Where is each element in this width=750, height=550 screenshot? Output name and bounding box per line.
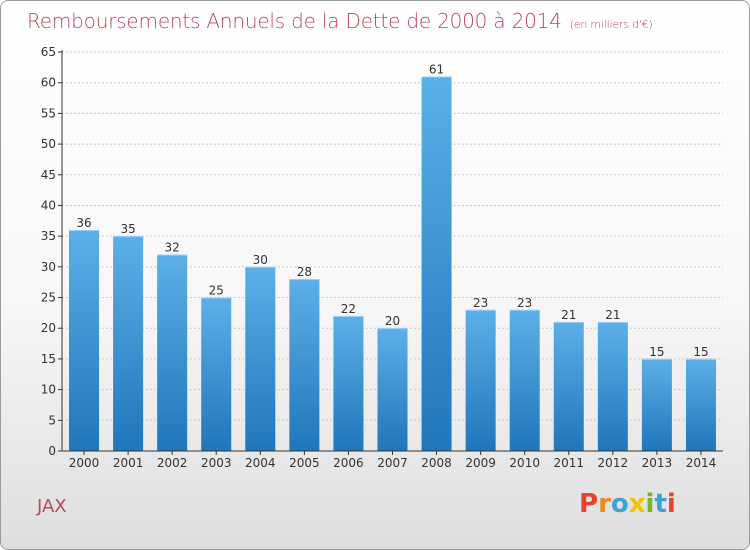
bar [289, 279, 320, 451]
y-tick-label: 65 [41, 45, 56, 59]
logo-letter: i [666, 489, 676, 519]
logo-letter: x [628, 489, 646, 519]
bars [69, 76, 716, 452]
y-tick-label: 5 [48, 413, 56, 427]
x-tick-label: 2002 [157, 456, 188, 470]
bar [685, 358, 716, 451]
x-tick-label: 2003 [201, 456, 232, 470]
data-label: 15 [693, 345, 708, 359]
logo-letter: t [654, 489, 667, 519]
data-label: 32 [165, 241, 180, 255]
y-tick-label: 0 [48, 444, 56, 458]
axes [58, 50, 723, 455]
bar [113, 236, 144, 451]
bar [509, 309, 540, 451]
x-tick-label: 2007 [377, 456, 408, 470]
bar [597, 322, 628, 451]
bar [553, 322, 584, 451]
x-tick-label: 2001 [113, 456, 144, 470]
y-tick-label: 60 [41, 76, 56, 90]
chart-title: Remboursements Annuels de la Dette de 20… [27, 9, 653, 33]
y-tick-label: 30 [41, 260, 56, 274]
bar [201, 297, 232, 451]
data-label: 15 [649, 345, 664, 359]
title-text: Remboursements Annuels de la Dette de 20… [27, 9, 562, 33]
x-tick-label: 2004 [245, 456, 276, 470]
proxiti-logo: Proxiti [579, 489, 676, 519]
y-tick-label: 40 [41, 198, 56, 212]
y-tick-label: 25 [41, 291, 56, 305]
bar [641, 358, 672, 451]
bar [69, 230, 100, 451]
data-label: 28 [297, 265, 312, 279]
data-label: 25 [209, 284, 224, 298]
y-tick-label: 15 [41, 352, 56, 366]
x-tick-label: 2000 [69, 456, 100, 470]
data-label: 36 [76, 216, 91, 230]
labels: 0 5 10 15 20 25 30 35 40 45 50 55 60 65 36 2000 35 2001 32… [41, 45, 717, 470]
x-tick-label: 2006 [333, 456, 364, 470]
x-tick-label: 2009 [465, 456, 496, 470]
data-label: 21 [561, 308, 576, 322]
chart-subtitle: (en milliers d'€) [569, 18, 653, 31]
x-tick-label: 2008 [421, 456, 452, 470]
data-label: 21 [605, 308, 620, 322]
data-label: 20 [385, 314, 400, 328]
data-label: 22 [341, 302, 356, 316]
bar [421, 76, 452, 452]
y-tick-label: 20 [41, 321, 56, 335]
y-tick-label: 35 [41, 229, 56, 243]
data-label: 23 [517, 296, 532, 310]
x-tick-label: 2012 [598, 456, 629, 470]
logo-letter: i [645, 489, 655, 519]
bar [245, 266, 276, 451]
logo-letter: o [610, 489, 629, 519]
x-tick-label: 2005 [289, 456, 320, 470]
bar [465, 309, 496, 451]
data-label: 35 [120, 222, 135, 236]
x-tick-label: 2013 [642, 456, 673, 470]
data-label: 61 [429, 63, 444, 77]
x-tick-label: 2014 [686, 456, 717, 470]
y-tick-label: 55 [41, 106, 56, 120]
bar [157, 254, 188, 451]
y-tick-label: 50 [41, 137, 56, 151]
logo-letter: r [598, 489, 611, 519]
bar [333, 315, 364, 451]
data-label: 23 [473, 296, 488, 310]
data-label: 30 [253, 253, 268, 267]
bar [377, 328, 408, 451]
logo-letter: P [579, 489, 599, 519]
x-tick-label: 2010 [509, 456, 540, 470]
y-tick-label: 10 [41, 383, 56, 397]
commune-name: JAX [37, 496, 67, 517]
x-tick-label: 2011 [553, 456, 584, 470]
y-tick-label: 45 [41, 168, 56, 182]
